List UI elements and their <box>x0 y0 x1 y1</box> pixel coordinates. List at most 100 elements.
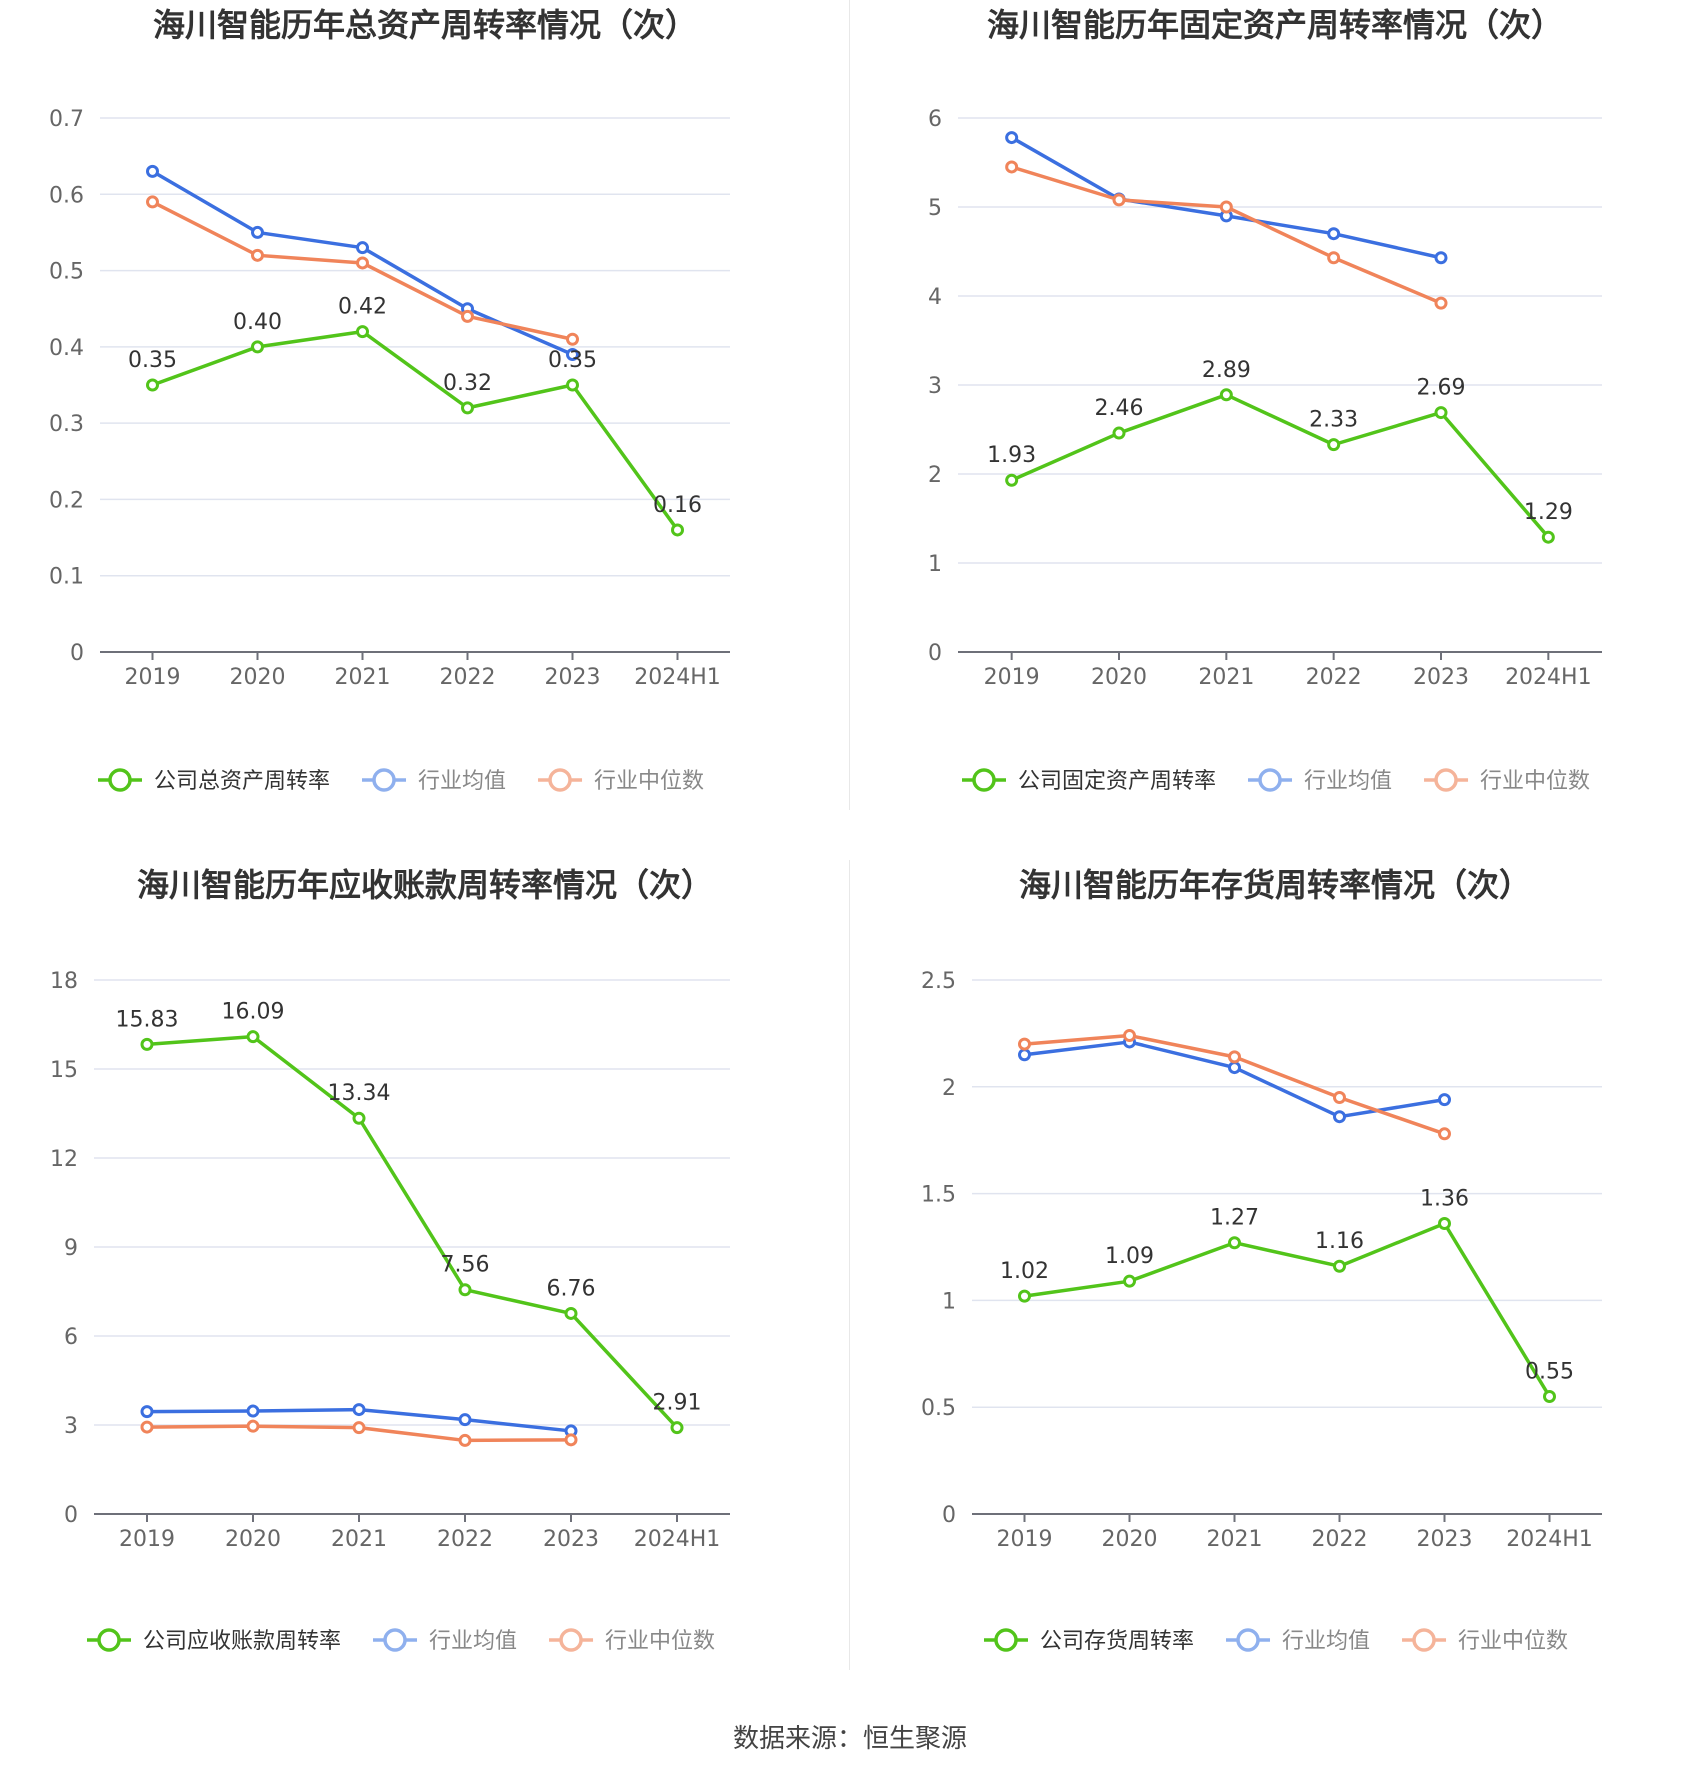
data-point-median <box>566 332 579 346</box>
legend-label: 行业均值 <box>1304 769 1392 794</box>
x-tick-label: 2019 <box>997 1527 1053 1552</box>
chart-title: 海川智能历年应收账款周转率情况（次） <box>137 866 713 904</box>
legend-item-median: 行业中位数 <box>538 768 704 794</box>
data-point-company <box>670 1421 684 1435</box>
legend-item-average: 行业均值 <box>1248 768 1392 794</box>
data-point-average <box>140 1405 154 1419</box>
data-point-average <box>1327 227 1341 241</box>
data-point-company <box>1434 406 1448 420</box>
y-tick-label: 9 <box>64 1236 78 1261</box>
x-tick-label: 2022 <box>440 665 496 690</box>
data-point-average <box>566 347 579 361</box>
y-tick-label: 2.5 <box>921 969 956 994</box>
data-point-median <box>1112 193 1126 207</box>
legend-marker-icon <box>108 768 132 792</box>
data-label: 6.76 <box>547 1276 596 1301</box>
legend-marker-icon <box>97 1628 121 1652</box>
data-point-median <box>1228 1050 1241 1064</box>
data-point-median <box>564 1433 578 1447</box>
data-label: 1.16 <box>1315 1229 1364 1254</box>
legend-label: 行业均值 <box>429 1629 517 1654</box>
data-point-average <box>1018 1048 1031 1062</box>
y-tick-label: 2 <box>942 1076 956 1101</box>
legend-item-company: 公司存货周转率 <box>984 1628 1194 1654</box>
data-label: 0.32 <box>443 371 492 396</box>
legend-item-average: 行业均值 <box>373 1628 517 1654</box>
x-tick-label: 2022 <box>1306 665 1362 690</box>
legend-item-median: 行业中位数 <box>1402 1628 1568 1654</box>
y-tick-label: 4 <box>928 285 942 310</box>
chart-receivable-turnover: 海川智能历年应收账款周转率情况（次） 0 3 6 9 12 15 18 2019 2020 2021… <box>50 866 730 1654</box>
data-point-company <box>1438 1217 1451 1231</box>
data-point-average <box>352 1403 366 1417</box>
data-point-company <box>356 325 369 339</box>
data-label: 1.09 <box>1105 1244 1154 1269</box>
chart-panel-fixed-asset-turnover: 海川智能历年固定资产周转率情况（次） 0 1 2 3 4 5 6 2019 2020 2021 202… <box>850 0 1700 860</box>
chart-total-asset-turnover: 海川智能历年总资产周转率情况（次） 0 0.1 0.2 0.3 0.4 0.5 0.6 0.7 2… <box>49 6 730 794</box>
legend-item-average: 行业均值 <box>362 768 506 794</box>
legend-label: 公司固定资产周转率 <box>1018 769 1216 794</box>
legend-marker-icon <box>1434 768 1458 792</box>
y-tick-label: 1 <box>928 552 942 577</box>
chart-title: 海川智能历年总资产周转率情况（次） <box>153 6 697 44</box>
legend-item-median: 行业中位数 <box>549 1628 715 1654</box>
data-label: 0.55 <box>1525 1360 1574 1385</box>
y-tick-label: 1.5 <box>921 1183 956 1208</box>
data-point-median <box>1123 1029 1136 1043</box>
legend-label: 行业中位数 <box>594 769 704 794</box>
chart-fixed-asset-turnover: 海川智能历年固定资产周转率情况（次） 0 1 2 3 4 5 6 2019 2020 2021 202… <box>928 6 1602 794</box>
data-label: 2.33 <box>1309 408 1358 433</box>
data-point-company <box>352 1111 366 1125</box>
x-tick-label: 2023 <box>545 665 601 690</box>
series-line-company <box>1024 1221 1551 1398</box>
x-tick-label: 2020 <box>1091 665 1147 690</box>
data-label: 16.09 <box>222 1000 285 1025</box>
y-tick-label: 6 <box>64 1325 78 1350</box>
data-point-median <box>1434 296 1448 310</box>
y-tick-label: 0.5 <box>921 1396 956 1421</box>
data-point-median <box>356 256 369 270</box>
y-tick-label: 18 <box>50 969 78 994</box>
series-line-median <box>1011 165 1442 305</box>
chart-panel-receivable-turnover: 海川智能历年应收账款周转率情况（次） 0 3 6 9 12 15 18 2019 2020 2021… <box>0 860 850 1720</box>
x-tick-label: 2020 <box>225 1527 281 1552</box>
data-point-median <box>251 248 264 262</box>
data-point-company <box>1219 388 1233 402</box>
chart-title: 海川智能历年存货周转率情况（次） <box>1019 866 1531 904</box>
series-line-median <box>1024 1033 1446 1136</box>
data-point-company <box>566 378 579 392</box>
legend-label: 公司存货周转率 <box>1040 1629 1194 1654</box>
series-line-average <box>1010 136 1442 260</box>
data-point-average <box>1434 251 1448 265</box>
y-tick-label: 5 <box>928 196 942 221</box>
data-point-average <box>1005 131 1019 145</box>
data-point-average <box>1228 1061 1241 1075</box>
x-tick-label: 2019 <box>125 665 181 690</box>
y-tick-label: 0.6 <box>49 183 84 208</box>
y-tick-label: 2 <box>928 463 942 488</box>
data-label: 1.27 <box>1210 1206 1259 1231</box>
legend-item-average: 行业均值 <box>1226 1628 1370 1654</box>
series-line-company <box>151 329 679 531</box>
data-label: 2.91 <box>653 1391 702 1416</box>
chart-title: 海川智能历年固定资产周转率情况（次） <box>987 6 1563 44</box>
legend-label: 行业均值 <box>1282 1629 1370 1654</box>
data-point-company <box>458 1283 472 1297</box>
chart-panel-inventory-turnover: 海川智能历年存货周转率情况（次） 0 0.5 1 1.5 2 2.5 2019 2020 2021… <box>850 860 1700 1720</box>
data-point-average <box>146 164 159 178</box>
y-tick-label: 0 <box>64 1503 78 1528</box>
data-point-company <box>140 1037 154 1051</box>
data-label: 0.40 <box>233 310 282 335</box>
data-label: 0.35 <box>548 348 597 373</box>
legend-marker-icon <box>972 768 996 792</box>
legend-item-median: 行业中位数 <box>1424 768 1590 794</box>
y-tick-label: 0.3 <box>49 412 84 437</box>
legend-marker-icon <box>1258 768 1282 792</box>
data-point-median <box>1005 160 1019 174</box>
data-label: 1.36 <box>1420 1187 1469 1212</box>
data-point-median <box>458 1433 472 1447</box>
data-point-company <box>1005 473 1019 487</box>
x-tick-label: 2022 <box>437 1527 493 1552</box>
legend-marker-icon <box>1236 1628 1260 1652</box>
